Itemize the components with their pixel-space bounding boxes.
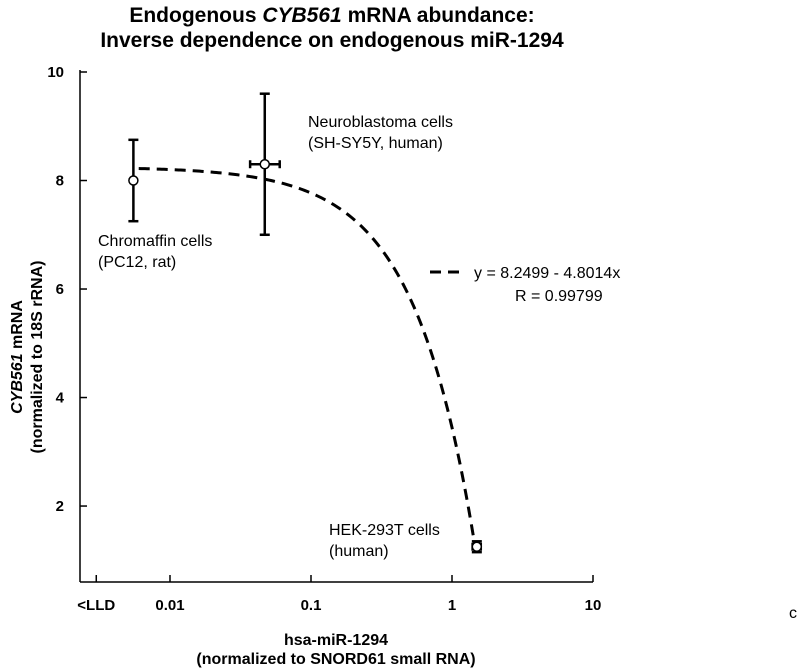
svg-text:(normalized to 18S rRNA): (normalized to 18S rRNA)	[29, 261, 46, 454]
y-axis-title: CYB561 mRNA (normalized to 18S rRNA)	[9, 261, 46, 454]
point-chromaffin	[128, 175, 139, 186]
svg-text:CYB561 mRNA: CYB561 mRNA	[9, 300, 26, 414]
label-chromaffin-line1: Chromaffin cells	[98, 233, 212, 250]
chart-title-line1: Endogenous CYB561 mRNA abundance:	[129, 4, 534, 27]
label-neuroblastoma-line2: (SH-SY5Y, human)	[308, 135, 443, 152]
x-tick-label: <LLD	[77, 597, 115, 614]
x-axis-title-line1: hsa-miR-1294	[284, 632, 388, 649]
fit-curve	[138, 167, 477, 545]
x-tick-label: 0.1	[301, 597, 322, 614]
x-tick-label: 0.01	[155, 597, 184, 614]
fit-equation: y = 8.2499 - 4.8014x	[474, 265, 620, 282]
x-axis-title-line2: (normalized to SNORD61 small RNA)	[196, 651, 475, 668]
x-tick-label: 10	[585, 597, 602, 614]
stray-character: c	[789, 605, 797, 622]
y-tick-label: 2	[56, 498, 64, 515]
y-tick-label: 6	[56, 281, 64, 298]
label-hek293t-line2: (human)	[329, 543, 389, 560]
data-points	[128, 158, 483, 552]
x-tick-label: 1	[448, 597, 456, 614]
error-bars	[128, 92, 483, 554]
y-tick-label: 10	[47, 64, 64, 81]
label-neuroblastoma-line1: Neuroblastoma cells	[308, 114, 453, 131]
y-tick-label: 4	[56, 390, 65, 407]
point-hek293t	[471, 541, 483, 552]
y-tick-label: 8	[56, 173, 64, 190]
axes	[79, 70, 594, 583]
point-neuroblastoma	[259, 158, 271, 170]
chart-title-line2: Inverse dependence on endogenous miR-129…	[100, 29, 564, 52]
fit-r-value: R = 0.99799	[515, 288, 603, 305]
label-hek293t-line1: HEK-293T cells	[329, 522, 440, 539]
label-chromaffin-line2: (PC12, rat)	[98, 254, 176, 271]
tick-labels: 2 4 6 8 10 <LLD 0.01 0.1 1 10	[47, 64, 601, 614]
